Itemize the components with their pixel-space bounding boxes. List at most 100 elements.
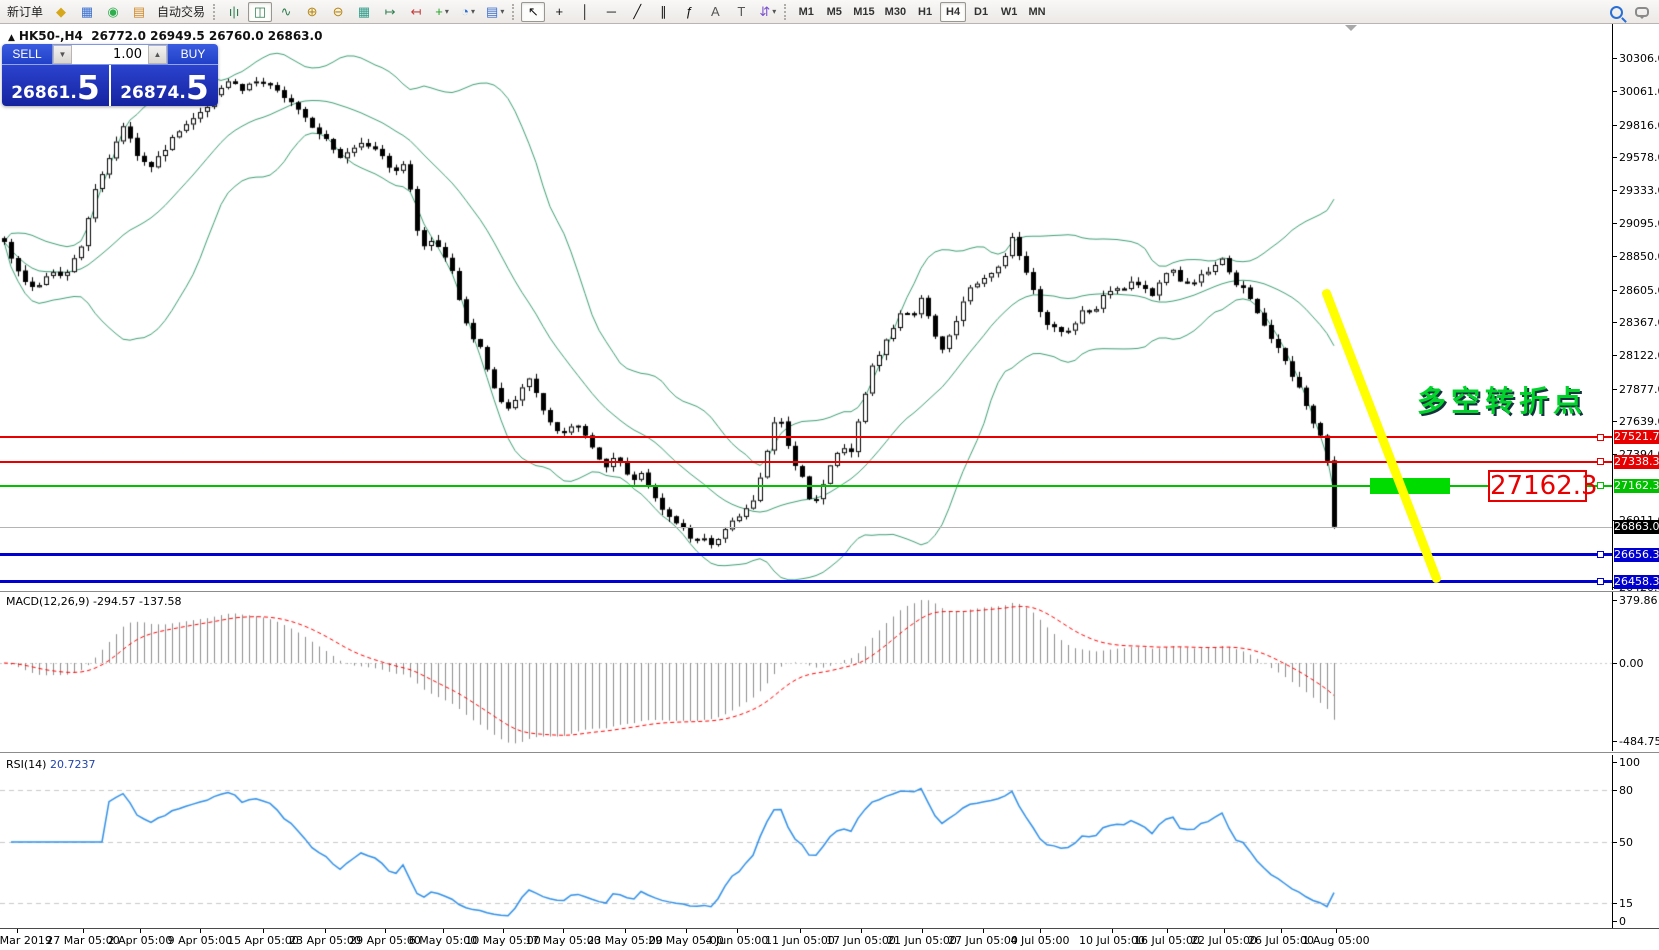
gem-button[interactable]: ◆ [49,2,73,22]
timeframe-d1-button[interactable]: D1 [974,5,989,18]
pane-separator[interactable] [0,590,1659,592]
fibonacci-button[interactable]: ƒ [677,2,701,22]
time-tick [737,929,738,933]
pane-separator[interactable] [0,751,1659,753]
price-axis[interactable]: 30306.0 30061.0 29816.0 29578.0 29333.0 29095… [1612,24,1659,594]
volume-up-button[interactable]: ▲ [148,45,167,64]
new-order-button[interactable]: 新订单 [7,5,44,19]
axis-tick [1613,355,1617,357]
sell-price-display[interactable]: 26861. 5 [2,65,109,106]
chart-window: 30306.0 30061.0 29816.0 29578.0 29333.0 29095… [0,24,1659,950]
search-icon[interactable] [1610,5,1623,19]
axis-tick [1613,762,1617,763]
time-tick-label: 23 May 05:00 [587,934,663,947]
zoom-in-icon: ⊕ [306,4,318,19]
axis-tick [1613,663,1617,664]
toolbar-right [1610,0,1649,24]
horizontal-level-line[interactable] [0,460,1612,463]
auto-scroll-button[interactable]: ↦ [378,2,402,22]
time-tick-label: 27 Jun 05:00 [948,934,1018,947]
timeframe-m30-button[interactable]: M30 [884,5,907,18]
chart-window-button[interactable]: ▦ [75,2,99,22]
horizontal-line-button[interactable]: ─ [599,2,623,22]
cursor-icon: ↖ [527,4,539,19]
zoom-out-button[interactable]: ⊖ [326,2,350,22]
toolbar-group-standard: 新订单 [2,0,48,24]
timeframe-w1-button[interactable]: W1 [1000,5,1018,18]
equidistant-channel-button[interactable]: ∥ [651,2,675,22]
vertical-line-button[interactable]: │ [573,2,597,22]
autotrading-button[interactable]: 自动交易 [157,5,206,19]
sell-button[interactable]: SELL [2,44,52,65]
time-tick-label: 2 Apr 05:00 [107,934,173,947]
timeframe-h4-button[interactable]: H4 [940,1,967,22]
green-highlight-box[interactable] [1370,477,1450,494]
bar-chart-button[interactable]: ı|ı [222,2,246,22]
price-line-label: 26863.0 [1614,519,1659,534]
horizontal-level-line[interactable] [0,436,1612,439]
time-tick-label: 26 Jul 05:00 [1248,934,1314,947]
buy-price-display[interactable]: 26874. 5 [111,65,218,106]
line-chart-icon: ∿ [280,4,292,19]
volume-down-button[interactable]: ▼ [53,45,72,64]
time-tick [922,929,923,933]
chart-shift-button[interactable]: ↤ [404,2,428,22]
timeframe-mn-button[interactable]: MN [1028,5,1046,18]
rsi-indicator-canvas[interactable] [0,755,1612,928]
toolbar-group-timeframes: M1 M5 M15 M30 H1 H4 D1 W1 MN [792,0,1051,24]
horizontal-level-line[interactable] [0,580,1612,584]
macd-indicator-canvas[interactable] [0,592,1612,751]
indicators-add-button[interactable]: + ▾ [430,2,454,22]
crosshair-button[interactable]: + [547,2,571,22]
volume-value[interactable]: 1.00 [113,47,142,62]
arrows-button[interactable]: ⇵ ▾ [755,2,780,22]
autotrading-folder-button[interactable]: ▤ [127,2,151,22]
horizontal-level-line[interactable] [0,553,1612,557]
zoom-in-button[interactable]: ⊕ [300,2,324,22]
price-chart-canvas[interactable] [0,24,1612,590]
text-label-button[interactable]: T [729,2,753,22]
candlestick-chart-button[interactable]: ◫ [248,1,273,22]
indicators-add-icon: + [435,4,443,19]
line-handle[interactable] [1597,551,1604,559]
pivot-annotation-text: 多空转折点 [1417,386,1588,418]
templates-icon: ▤ [486,4,499,19]
text-button[interactable]: A [703,2,727,22]
templates-button[interactable]: ▤ ▾ [482,2,508,22]
timeframe-m1-button[interactable]: M1 [798,5,814,18]
fibonacci-icon: ƒ [685,4,693,19]
trendline-button[interactable]: ╱ [625,2,649,22]
community-chat-icon[interactable] [1635,7,1649,19]
cursor-button[interactable]: ↖ [521,1,546,22]
macd-tick-label: -484.75 [1619,735,1659,748]
collapse-panel-arrow-icon[interactable]: ▲ [8,33,15,43]
time-tick-label: 17 Jun 05:00 [826,934,896,947]
line-handle[interactable] [1597,578,1604,586]
line-chart-button[interactable]: ∿ [274,2,298,22]
buy-button[interactable]: BUY [168,44,218,65]
price-callout-box[interactable]: 27162.3 [1488,469,1598,502]
line-handle[interactable] [1597,482,1604,490]
timeframe-m5-button[interactable]: M5 [826,5,842,18]
time-tick-label: 23 Apr 05:00 [289,934,361,947]
tile-windows-button[interactable]: ▦ [352,2,376,22]
time-tick-label: 16 Jul 05:00 [1134,934,1200,947]
axis-tick [1613,421,1617,423]
buy-price-sep: . [179,83,186,103]
price-tick-label: 28122.0 [1619,349,1659,363]
chart-shift-marker-icon[interactable] [1345,25,1357,37]
timeframe-m15-button[interactable]: M15 [853,5,875,18]
line-handle[interactable] [1597,458,1604,466]
periods-clock-button[interactable]: ◔ ▾ [456,2,480,22]
macd-axis[interactable]: 379.86 0.00 -484.75 [1612,592,1659,751]
time-tick [263,929,264,933]
signals-button[interactable]: ◉ [101,2,125,22]
rsi-axis[interactable]: 100 80 50 15 0 [1612,755,1659,928]
current-price-line [0,526,1612,528]
axis-tick [1613,124,1617,126]
horizontal-level-line[interactable] [0,484,1612,487]
time-tick-label: 10 Jul 05:00 [1079,934,1145,947]
line-handle[interactable] [1597,433,1604,441]
timeframe-h1-button[interactable]: H1 [918,5,933,18]
